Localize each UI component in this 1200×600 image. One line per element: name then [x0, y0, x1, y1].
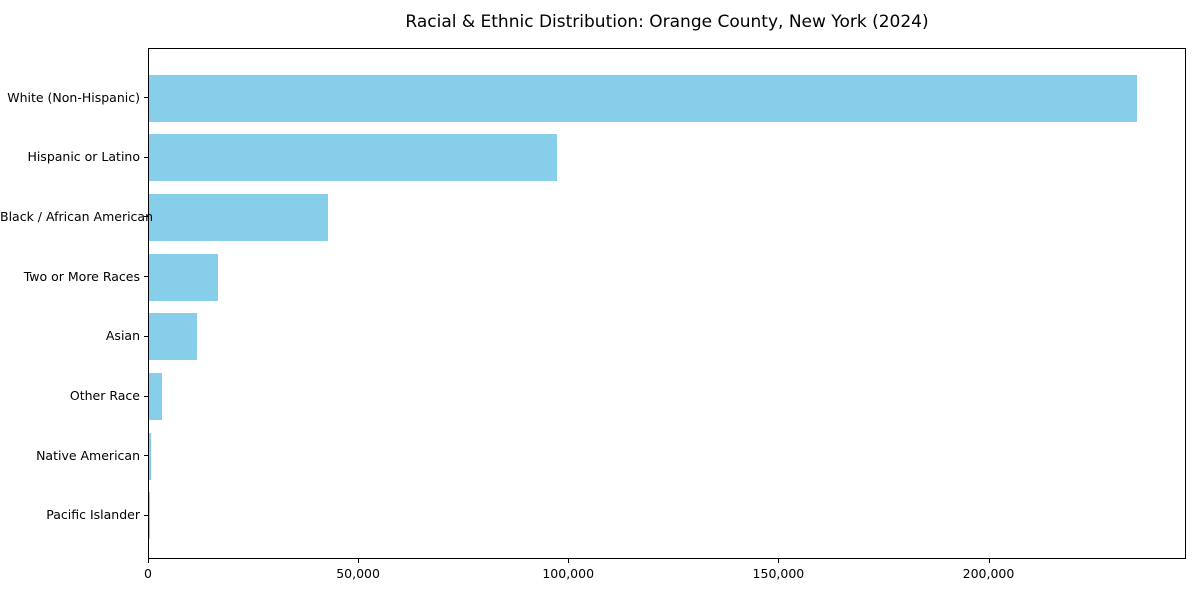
y-tick-mark [144, 216, 148, 218]
y-tick-mark [144, 514, 148, 516]
y-tick-mark [144, 335, 148, 337]
x-tick-label: 150,000 [752, 566, 805, 581]
x-tick-mark [568, 559, 570, 563]
y-tick-label: White (Non-Hispanic) [7, 89, 140, 105]
x-tick-mark [778, 559, 780, 563]
y-tick-label: Two or More Races [23, 268, 140, 284]
y-tick-mark [144, 276, 148, 278]
x-tick-label: 100,000 [542, 566, 595, 581]
y-tick-mark [144, 97, 148, 98]
bar [149, 134, 557, 182]
chart-title: Racial & Ethnic Distribution: Orange Cou… [405, 12, 929, 32]
bar [149, 313, 198, 361]
x-tick-label: 0 [144, 566, 152, 581]
bar [149, 432, 151, 480]
bar [149, 74, 1137, 122]
bar [149, 253, 218, 301]
y-tick-mark [144, 455, 148, 457]
y-tick-mark [144, 156, 148, 158]
y-tick-label: Hispanic or Latino [27, 149, 140, 165]
y-tick-label: Pacific Islander [46, 507, 140, 523]
plot-area [148, 48, 1186, 559]
bar [149, 193, 328, 241]
y-tick-label: Asian [105, 328, 140, 344]
x-tick-label: 50,000 [336, 566, 380, 581]
x-tick-mark [148, 559, 149, 563]
y-tick-label: Native American [36, 447, 140, 463]
y-tick-label: Other Race [69, 388, 140, 403]
bar [149, 373, 163, 420]
x-tick-mark [358, 559, 360, 563]
x-tick-label: 200,000 [962, 566, 1015, 581]
y-tick-mark [144, 395, 148, 397]
x-tick-mark [988, 559, 990, 563]
y-tick-label: Black / African American [0, 208, 154, 224]
